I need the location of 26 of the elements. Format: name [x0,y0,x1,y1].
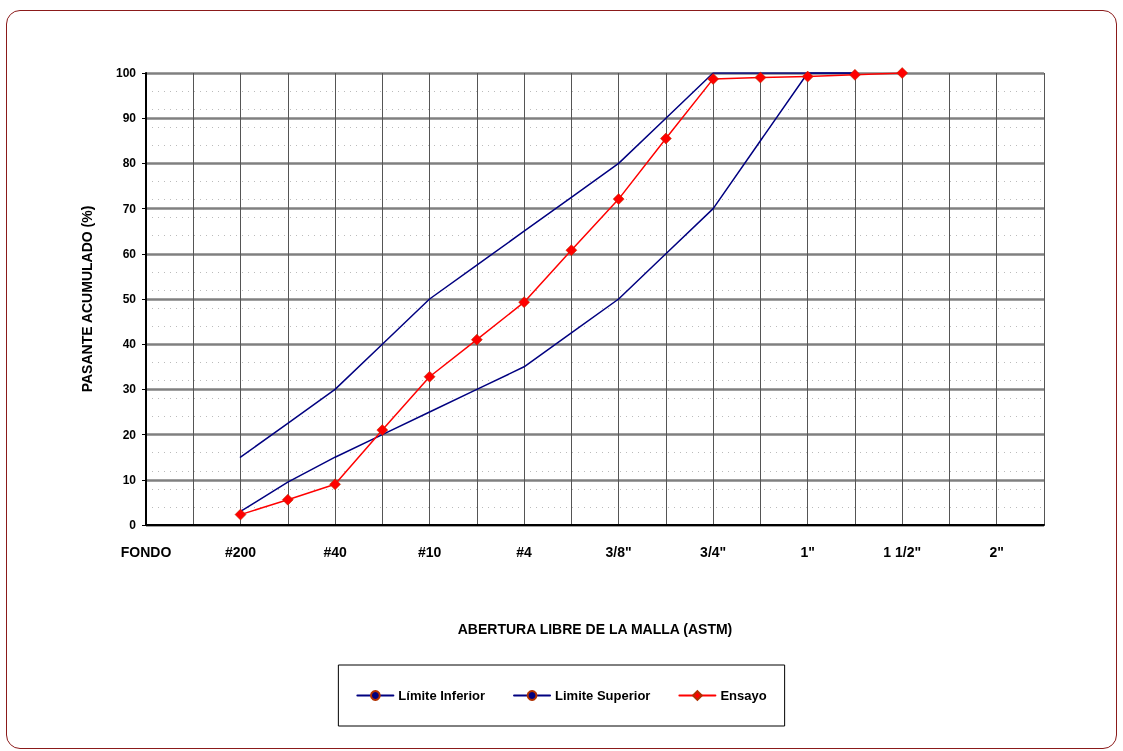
x-axis-title: ABERTURA LIBRE DE LA MALLA (ASTM) [457,621,733,637]
x-tick-label: #10 [417,544,442,560]
y-tick-label: 30 [122,382,137,397]
x-tick-label: 1 1/2" [883,544,922,560]
x-tick-label: 2" [989,544,1004,560]
x-tick-label: 3/4" [700,544,727,560]
y-tick-label: 40 [122,337,137,352]
legend-label: Límite Inferior [398,688,486,703]
x-tick-label: FONDO [120,544,172,560]
y-tick-label: 0 [129,518,137,532]
legend-label: Limite Superior [555,688,651,703]
y-axis-title: PASANTE ACUMULADO (%) [79,205,95,393]
legend-label: Ensayo [720,688,767,703]
y-tick-label: 10 [122,472,137,487]
y-tick-label: 90 [122,111,137,126]
y-tick-label: 80 [122,156,137,171]
x-tick-label: #200 [224,544,257,560]
y-tick-label: 70 [122,201,137,216]
y-tick-label: 60 [122,246,137,261]
x-tick-label: 3/8" [605,544,632,560]
x-tick-label: #40 [323,544,347,560]
y-tick-label: 20 [122,427,137,442]
x-tick-label: 1" [800,544,815,560]
y-tick-label: 100 [115,66,137,80]
x-tick-label: #4 [516,544,533,560]
y-tick-label: 50 [122,292,137,306]
